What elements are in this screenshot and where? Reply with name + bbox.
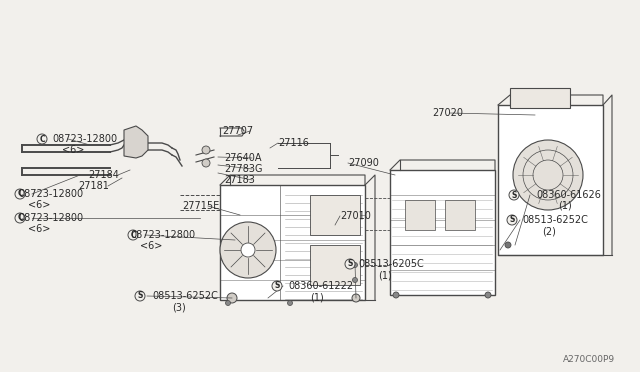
Circle shape — [485, 292, 491, 298]
Text: 08723-12800: 08723-12800 — [52, 134, 117, 144]
Circle shape — [202, 159, 210, 167]
Text: 27640A: 27640A — [224, 153, 262, 163]
Bar — [510, 88, 570, 108]
Text: 27715E: 27715E — [182, 201, 220, 211]
Text: 27020: 27020 — [432, 108, 463, 118]
Circle shape — [15, 189, 25, 199]
Text: C: C — [39, 135, 45, 144]
Text: 08513-6205C: 08513-6205C — [358, 259, 424, 269]
Text: 27783G: 27783G — [224, 164, 262, 174]
Text: C: C — [130, 231, 136, 240]
Text: (3): (3) — [172, 302, 186, 312]
Text: S: S — [509, 215, 515, 224]
Text: A270C00P9: A270C00P9 — [563, 356, 615, 365]
Text: C: C — [17, 214, 23, 222]
Circle shape — [227, 293, 237, 303]
Circle shape — [220, 222, 276, 278]
Text: 27707: 27707 — [222, 126, 253, 136]
Text: S: S — [348, 260, 353, 269]
Text: (1): (1) — [310, 292, 324, 302]
Circle shape — [287, 301, 292, 305]
Text: 08513-6252C: 08513-6252C — [522, 215, 588, 225]
Text: C: C — [17, 189, 23, 199]
Circle shape — [393, 292, 399, 298]
Text: 27116: 27116 — [278, 138, 309, 148]
Text: 08723-12800: 08723-12800 — [18, 189, 83, 199]
Text: 08723-12800: 08723-12800 — [130, 230, 195, 240]
Circle shape — [505, 242, 511, 248]
Text: S: S — [511, 190, 516, 199]
Circle shape — [513, 140, 583, 210]
Text: 08513-6252C: 08513-6252C — [152, 291, 218, 301]
Text: S: S — [275, 282, 280, 291]
Circle shape — [135, 291, 145, 301]
Circle shape — [225, 301, 230, 305]
Circle shape — [509, 190, 519, 200]
Text: <6>: <6> — [28, 200, 51, 210]
Text: <6>: <6> — [140, 241, 163, 251]
Text: (2): (2) — [542, 226, 556, 236]
Text: 27183: 27183 — [224, 175, 255, 185]
Bar — [390, 170, 495, 295]
Text: 27184: 27184 — [88, 170, 119, 180]
Bar — [310, 195, 360, 235]
Bar — [220, 185, 365, 300]
Circle shape — [352, 294, 360, 302]
Text: S: S — [138, 292, 143, 301]
Bar — [445, 200, 475, 230]
Text: (1): (1) — [558, 201, 572, 211]
Circle shape — [272, 281, 282, 291]
Bar — [498, 105, 603, 255]
Circle shape — [128, 230, 138, 240]
Text: 27090: 27090 — [348, 158, 379, 168]
Bar — [405, 200, 435, 230]
Polygon shape — [124, 126, 148, 158]
Text: 27181: 27181 — [78, 181, 109, 191]
Text: 08360-61222: 08360-61222 — [288, 281, 353, 291]
Bar — [310, 245, 360, 285]
Text: 08360-61626: 08360-61626 — [536, 190, 601, 200]
Circle shape — [353, 278, 358, 282]
Circle shape — [15, 213, 25, 223]
Text: 08723-12800: 08723-12800 — [18, 213, 83, 223]
Circle shape — [202, 146, 210, 154]
Text: <6>: <6> — [62, 145, 84, 155]
Circle shape — [345, 259, 355, 269]
Text: (1): (1) — [378, 270, 392, 280]
Text: <6>: <6> — [28, 224, 51, 234]
Circle shape — [507, 215, 517, 225]
Circle shape — [37, 134, 47, 144]
Circle shape — [353, 263, 358, 267]
Circle shape — [241, 243, 255, 257]
Text: 27010: 27010 — [340, 211, 371, 221]
